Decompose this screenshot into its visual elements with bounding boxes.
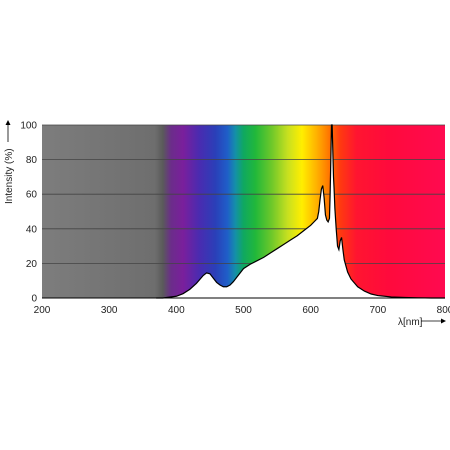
y-tick-label: 0 xyxy=(31,294,37,305)
x-tick-label: 800 xyxy=(437,305,450,316)
x-tick-label: 300 xyxy=(101,305,118,316)
x-tick-label: 200 xyxy=(34,305,51,316)
x-tick-label: 700 xyxy=(369,305,386,316)
y-tick-label: 40 xyxy=(26,224,38,235)
y-tick-label: 20 xyxy=(26,259,38,270)
y-axis-arrow-icon xyxy=(5,120,11,125)
y-tick-label: 80 xyxy=(26,155,38,166)
y-tick-label: 60 xyxy=(26,190,38,201)
y-tick-label: 100 xyxy=(20,121,37,132)
x-tick-label: 600 xyxy=(302,305,319,316)
emission-curve xyxy=(156,124,445,299)
grid-lines xyxy=(42,124,445,264)
x-tick-label: 500 xyxy=(235,305,252,316)
x-axis-arrow-icon xyxy=(441,318,446,324)
x-tick-label: 400 xyxy=(168,305,185,316)
y-axis-label: Intensity (%) xyxy=(4,148,15,204)
x-tick-labels: 200 300 400 500 600 700 800 xyxy=(34,305,450,316)
x-axis-label: λ[nm] xyxy=(398,317,423,328)
y-tick-labels: 0 20 40 60 80 100 xyxy=(20,121,37,305)
